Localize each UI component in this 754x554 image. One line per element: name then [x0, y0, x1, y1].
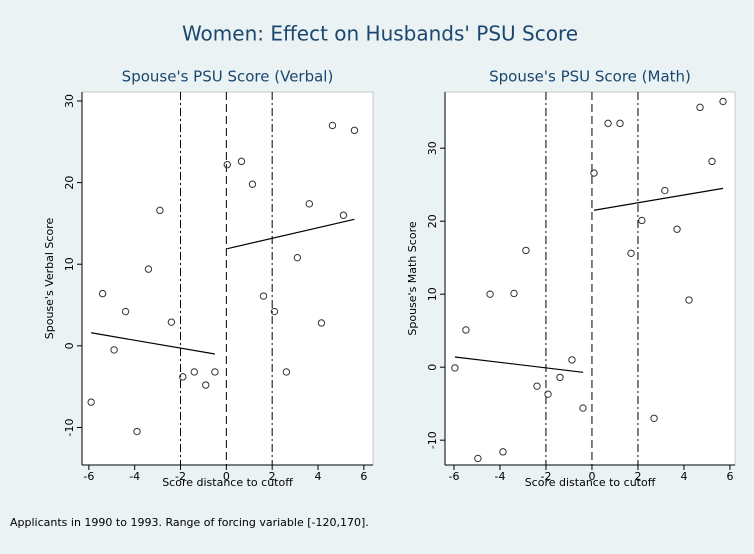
point	[87, 398, 95, 406]
point	[522, 246, 530, 255]
y-axis-label: Spouse's Verbal Score	[43, 218, 56, 340]
point	[627, 249, 635, 258]
point	[499, 448, 507, 456]
panel-title: Spouse's PSU Score (Verbal)	[122, 68, 334, 86]
point	[202, 381, 210, 389]
point	[719, 97, 727, 106]
point	[305, 200, 314, 208]
y-tick-label: 10	[426, 287, 439, 301]
point	[133, 427, 141, 436]
x-tick-label: -6	[83, 470, 94, 483]
point	[708, 157, 716, 166]
x-tick-label: -4	[494, 470, 505, 483]
x-tick-label: -4	[129, 470, 140, 483]
point	[179, 373, 187, 381]
point	[156, 206, 164, 215]
x-tick-label: 0	[588, 470, 595, 483]
fit-line	[454, 356, 584, 373]
fit-line	[91, 332, 215, 355]
plot-area	[444, 91, 736, 466]
point	[282, 368, 291, 376]
point	[533, 382, 541, 390]
point	[544, 390, 552, 398]
point	[661, 186, 669, 195]
plot-area	[81, 91, 374, 466]
point	[510, 289, 518, 298]
point	[167, 318, 176, 326]
point	[190, 368, 198, 376]
point	[556, 373, 564, 382]
fit-line	[227, 218, 355, 250]
y-axis-label: Spouse's Math Score	[406, 221, 419, 335]
x-tick-label: 6	[726, 470, 733, 483]
y-tick-label: 10	[63, 257, 76, 271]
point	[259, 292, 268, 300]
point	[568, 356, 576, 364]
y-tick-label: 20	[426, 214, 439, 228]
point	[98, 289, 107, 298]
y-tick-label: -10	[63, 418, 76, 436]
x-tick-label: 2	[634, 470, 641, 483]
point	[696, 103, 704, 112]
x-tick-label: 4	[315, 470, 322, 483]
note: Applicants in 1990 to 1993. Range of for…	[10, 516, 369, 529]
point	[223, 160, 231, 169]
x-tick-label: 4	[680, 470, 687, 483]
point	[590, 169, 598, 177]
point	[144, 265, 153, 273]
x-tick-label: -6	[448, 470, 459, 483]
x-axis-label: Score distance to cutoff	[525, 476, 656, 489]
point	[211, 368, 219, 376]
y-tick-label: 0	[426, 364, 439, 371]
point	[616, 119, 624, 128]
y-tick-label: 30	[63, 94, 76, 108]
point	[237, 157, 246, 166]
point	[579, 404, 587, 412]
point	[317, 319, 326, 327]
point	[673, 225, 681, 233]
point	[339, 211, 348, 219]
point	[293, 253, 302, 262]
point	[650, 414, 658, 422]
point	[328, 121, 337, 130]
y-tick-label: 0	[63, 342, 76, 349]
y-tick-label: 30	[426, 141, 439, 155]
y-tick-label: -10	[426, 431, 439, 449]
x-tick-label: 6	[360, 470, 367, 483]
figure-title: Women: Effect on Husbands' PSU Score	[182, 22, 578, 46]
x-tick-label: 2	[269, 470, 276, 483]
point	[110, 346, 118, 354]
point	[270, 307, 279, 316]
x-tick-label: 0	[223, 470, 230, 483]
y-tick-label: 20	[63, 176, 76, 190]
point	[486, 290, 494, 298]
point	[462, 326, 470, 334]
point	[474, 454, 482, 463]
panel-title: Spouse's PSU Score (Math)	[489, 68, 691, 86]
x-tick-label: -2	[540, 470, 551, 483]
point	[638, 216, 646, 225]
point	[121, 307, 130, 316]
point	[248, 180, 257, 188]
point	[685, 296, 693, 304]
point	[350, 126, 359, 135]
fit-line	[593, 187, 724, 211]
point	[604, 119, 612, 128]
point	[451, 364, 459, 372]
x-tick-label: -2	[175, 470, 186, 483]
x-axis-label: Score distance to cutoff	[162, 476, 293, 489]
